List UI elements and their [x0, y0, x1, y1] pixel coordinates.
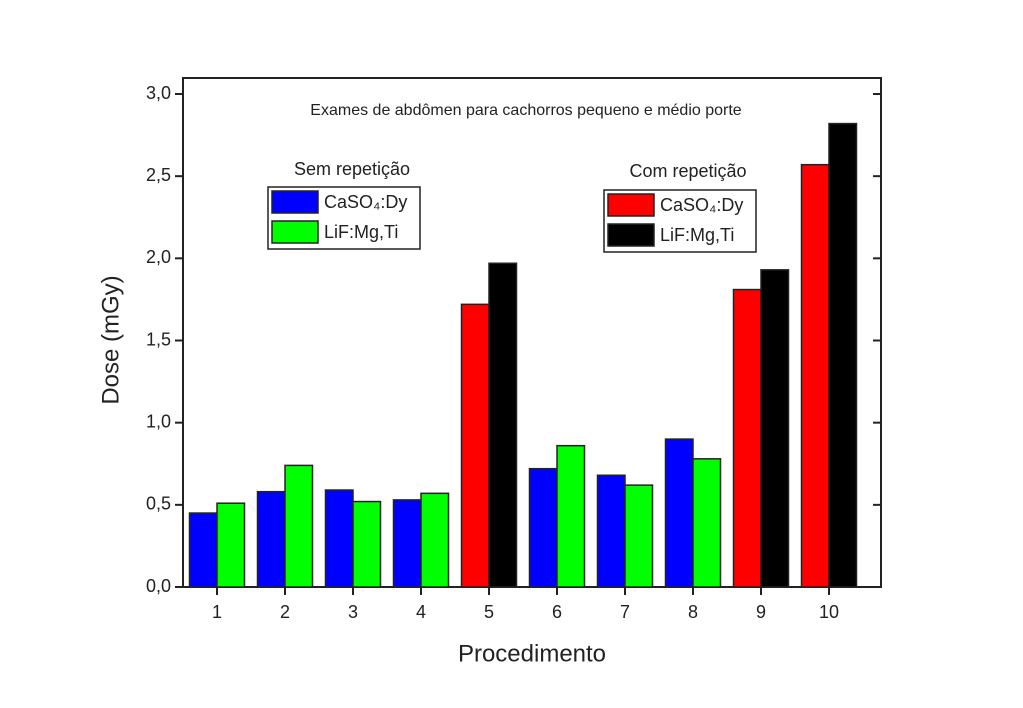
legend-label: LiF:Mg,Ti: [324, 222, 398, 242]
y-tick-label: 0,0: [146, 576, 171, 596]
bar: [556, 444, 586, 588]
bar: [256, 490, 286, 588]
bar: [624, 484, 654, 588]
x-tick-label: 4: [416, 602, 426, 622]
bar: [828, 122, 858, 588]
legend-title: Sem repetição: [294, 159, 410, 179]
bar: [596, 474, 626, 588]
y-tick-label: 2,5: [146, 165, 171, 185]
bar: [732, 288, 762, 588]
bar: [392, 499, 422, 588]
bar: [324, 489, 354, 588]
x-tick-label: 5: [484, 602, 494, 622]
x-axis-label: Procedimento: [458, 640, 606, 667]
legend-label: LiF:Mg,Ti: [660, 225, 734, 245]
bar: [420, 492, 450, 588]
bar: [528, 467, 558, 588]
bar: [800, 163, 830, 588]
legend-label: CaSO₄:Dy: [660, 195, 743, 215]
bar: [760, 269, 790, 588]
y-tick-label: 1,5: [146, 329, 171, 349]
x-tick-label: 3: [348, 602, 358, 622]
y-tick-label: 0,5: [146, 494, 171, 514]
bar: [488, 262, 518, 588]
y-tick-label: 1,0: [146, 411, 171, 431]
x-tick-label: 10: [819, 602, 839, 622]
legend-swatch: [271, 220, 319, 244]
y-axis-label: Dose (mGy): [97, 275, 124, 404]
bar: [664, 438, 694, 588]
legend-label: CaSO₄:Dy: [324, 192, 407, 212]
legend-swatch: [271, 190, 319, 214]
bar: [352, 500, 382, 588]
legend-swatch: [607, 193, 655, 217]
bar: [692, 458, 722, 588]
x-tick-label: 1: [212, 602, 222, 622]
bar: [284, 464, 314, 588]
x-tick-label: 7: [620, 602, 630, 622]
legend-title: Com repetição: [629, 161, 746, 181]
bar: [188, 512, 218, 588]
legend-swatch: [607, 223, 655, 247]
y-tick-label: 3,0: [146, 83, 171, 103]
chart-title: Exames de abdômen para cachorros pequeno…: [310, 102, 741, 119]
bar: [460, 303, 490, 588]
y-tick-label: 2,0: [146, 247, 171, 267]
x-tick-label: 9: [756, 602, 766, 622]
x-tick-label: 2: [280, 602, 290, 622]
bar: [216, 502, 246, 588]
x-tick-label: 6: [552, 602, 562, 622]
x-tick-label: 8: [688, 602, 698, 622]
